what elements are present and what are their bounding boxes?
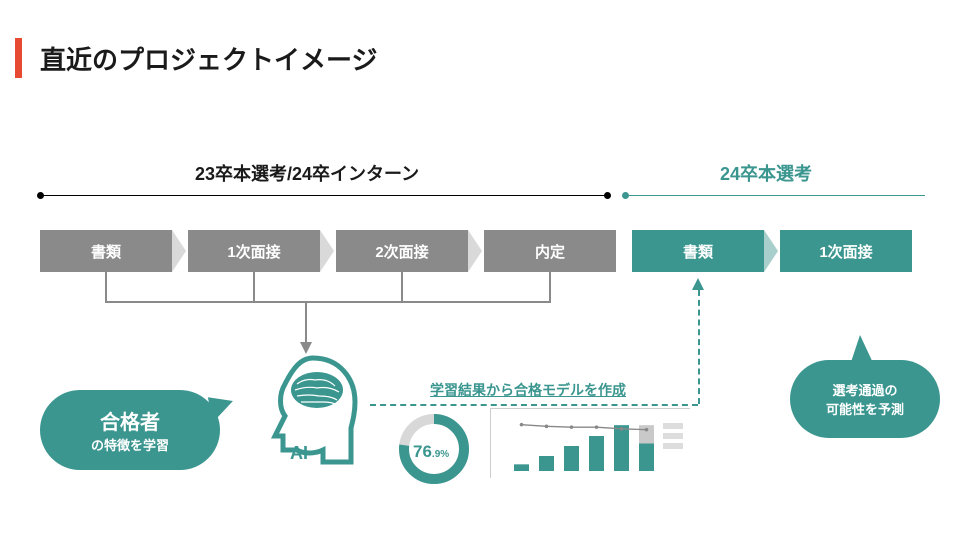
step-label: 1次面接 — [227, 241, 280, 262]
bubble-predict-line1: 選考通過の — [832, 380, 897, 399]
page-title: 直近のプロジェクトイメージ — [40, 40, 377, 77]
range-line-left — [40, 195, 608, 196]
arrow-up-icon — [692, 278, 704, 290]
step-interview-1-24: 1次面接 — [780, 230, 912, 272]
step-label: 書類 — [91, 241, 121, 262]
step-documents: 書類 — [40, 230, 172, 272]
accent-bar — [15, 38, 22, 78]
gauge-int: 76 — [413, 442, 432, 461]
chevron-right-icon — [172, 230, 186, 272]
mini-chart — [490, 408, 690, 478]
section-label-left: 23卒本選考/24卒インターン — [195, 160, 419, 186]
section-label-right: 24卒本選考 — [720, 160, 812, 186]
dashed-arrow — [698, 290, 700, 404]
step-interview-1: 1次面接 — [188, 230, 320, 272]
step-interview-2: 2次面接 — [336, 230, 468, 272]
range-line-right — [625, 195, 925, 196]
step-documents-24: 書類 — [632, 230, 764, 272]
bubble-tail-icon — [208, 393, 236, 423]
chevron-right-icon — [764, 230, 778, 272]
step-label: 1次面接 — [819, 241, 872, 262]
step-label: 2次面接 — [375, 241, 428, 262]
connector-lines — [40, 272, 600, 362]
chevron-right-icon — [468, 230, 482, 272]
mini-chart-svg — [491, 409, 691, 479]
gauge-value: 76.9% — [413, 442, 449, 462]
step-label: 内定 — [535, 241, 565, 262]
chevron-right-icon — [320, 230, 334, 272]
ai-head-icon — [255, 350, 365, 470]
bubble-predict: 選考通過の 可能性を予測 — [790, 360, 940, 438]
mid-label: 学習結果から合格モデルを作成 — [430, 380, 626, 400]
gauge-dec: .9% — [432, 449, 449, 460]
step-row: 書類 1次面接 2次面接 内定 書類 1次面接 — [40, 230, 928, 272]
step-label: 書類 — [683, 241, 713, 262]
ai-label: AI — [290, 443, 308, 464]
dashed-arrow — [370, 404, 698, 406]
bubble-learn: 合格者 の特徴を学習 — [40, 390, 220, 470]
bubble-predict-line2: 可能性を予測 — [826, 399, 904, 418]
bubble-learn-line2: の特徴を学習 — [91, 435, 169, 454]
step-offer: 内定 — [484, 230, 616, 272]
bubble-learn-line1: 合格者 — [100, 406, 160, 435]
